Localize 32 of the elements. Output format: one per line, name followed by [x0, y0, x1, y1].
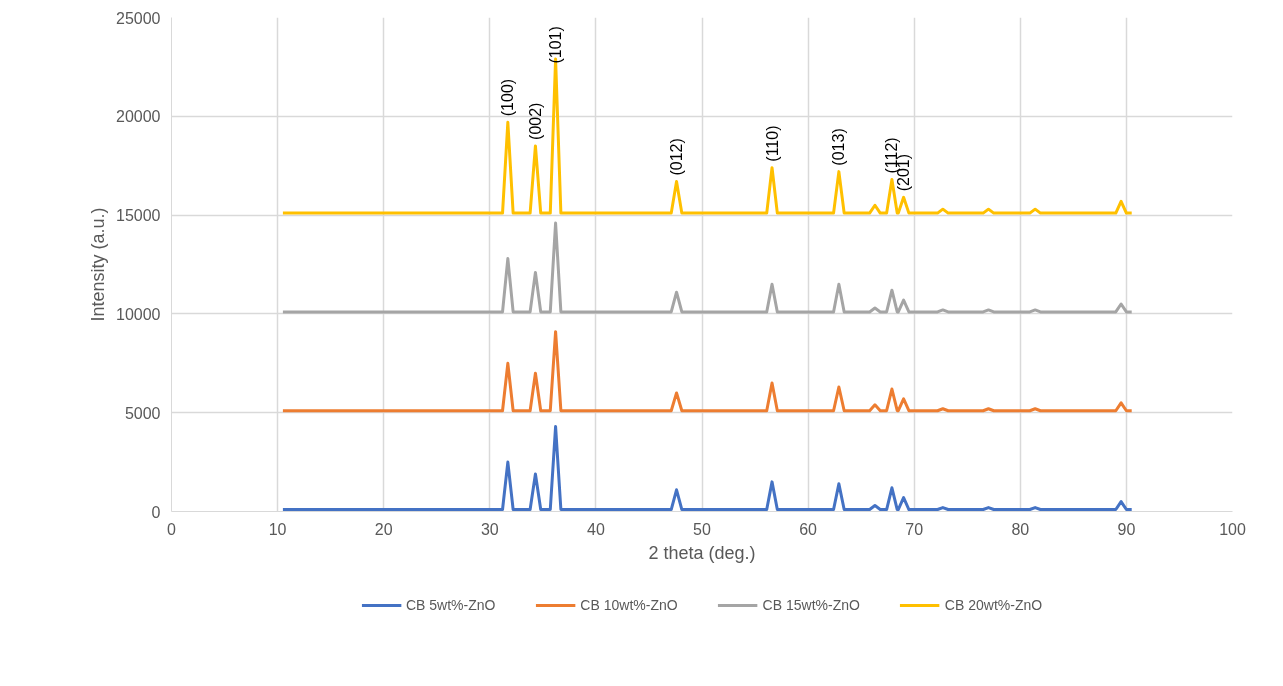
x-tick-label: 0: [167, 520, 177, 538]
x-tick-label: 10: [268, 520, 287, 538]
legend-label: CB 15wt%-ZnO: [762, 597, 860, 613]
x-tick-label: 80: [1011, 520, 1030, 538]
annotation: (110): [763, 125, 781, 162]
legend-label: CB 5wt%-ZnO: [405, 597, 496, 613]
annotation: (101): [547, 26, 565, 64]
line-series: [281, 221, 1134, 314]
y-tick-label: 5000: [124, 404, 161, 422]
y-tick-label: 15000: [116, 207, 161, 225]
annotation: (012): [668, 138, 686, 176]
legend-label: CB 10wt%-ZnO: [580, 597, 678, 613]
annotation: (013): [830, 128, 848, 166]
y-tick-label: 10000: [116, 305, 161, 323]
x-tick-label: 40: [587, 520, 605, 538]
x-tick-label: 20: [374, 520, 393, 538]
y-axis-title: Intensity (a.u.): [88, 207, 109, 322]
annotation: (002): [526, 102, 544, 140]
x-tick-label: 30: [480, 520, 499, 538]
x-axis-title: 2 theta (deg.): [648, 542, 756, 563]
line-series: [281, 425, 1134, 512]
x-tick-label: 50: [693, 520, 711, 538]
x-tick-label: 90: [1117, 520, 1136, 538]
line-series: [281, 330, 1134, 413]
y-tick-label: 0: [151, 503, 161, 521]
legend-label: CB 20wt%-ZnO: [944, 597, 1043, 613]
x-tick-label: 70: [905, 520, 924, 538]
y-tick-label: 25000: [116, 9, 161, 27]
annotation: (100): [499, 78, 517, 117]
x-tick-label: 100: [1219, 520, 1246, 538]
x-tick-label: 60: [799, 520, 818, 538]
y-tick-label: 20000: [116, 108, 161, 126]
